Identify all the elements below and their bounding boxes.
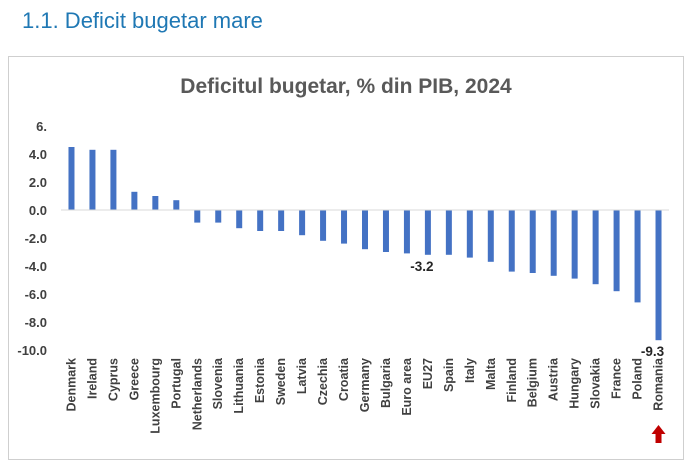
bar bbox=[299, 210, 306, 236]
x-tick-label: Lithuania bbox=[232, 357, 246, 414]
data-annotations: -3.2 -9.3 bbox=[410, 259, 664, 359]
bar bbox=[152, 196, 159, 210]
bar bbox=[131, 191, 138, 210]
bar bbox=[571, 210, 578, 279]
bar bbox=[89, 149, 96, 210]
bar bbox=[508, 210, 515, 272]
bar bbox=[68, 147, 75, 210]
x-tick-label: Croatia bbox=[337, 357, 351, 401]
x-tick-label: Estonia bbox=[253, 357, 267, 403]
x-tick-label: Luxembourg bbox=[148, 358, 162, 434]
data-label: -9.3 bbox=[641, 344, 665, 359]
bar bbox=[424, 210, 431, 255]
x-tick-label: Czechia bbox=[316, 357, 330, 405]
x-tick-label: Slovakia bbox=[589, 357, 603, 409]
y-tick-label: 2.0 bbox=[29, 175, 47, 190]
x-tick-label: Bulgaria bbox=[379, 357, 393, 408]
y-tick-label: -2.0 bbox=[25, 231, 47, 246]
x-tick-label: Spain bbox=[442, 358, 456, 392]
x-tick-label: Sweden bbox=[274, 358, 288, 405]
chart-frame: Deficitul bugetar, % din PIB, 2024 6. 4.0… bbox=[8, 56, 684, 460]
bar bbox=[257, 210, 264, 231]
x-tick-label: Greece bbox=[127, 358, 141, 400]
x-tick-label: Portugal bbox=[169, 358, 183, 409]
x-axis-labels: Denmark Ireland Cyprus Greece Luxembourg Port… bbox=[64, 357, 665, 434]
bar bbox=[613, 210, 620, 292]
up-arrow-icon bbox=[651, 425, 666, 443]
bar bbox=[362, 210, 368, 250]
bar bbox=[382, 210, 389, 252]
bar bbox=[110, 149, 117, 210]
bar bbox=[215, 210, 222, 223]
bar bbox=[592, 210, 599, 285]
bar bbox=[445, 210, 452, 255]
y-tick-label: 6. bbox=[36, 119, 47, 134]
x-tick-label: Germany bbox=[358, 358, 372, 412]
bar bbox=[341, 210, 348, 244]
bar bbox=[236, 210, 243, 229]
y-axis-ticks: 6. 4.0 2.0 0.0 -2.0 -4.0 -6.0 -8.0 -10.0 bbox=[17, 119, 47, 358]
x-tick-label: Denmark bbox=[64, 358, 78, 412]
x-tick-label: Austria bbox=[547, 357, 561, 401]
bar bbox=[194, 210, 201, 223]
bar bbox=[173, 200, 180, 210]
bar bbox=[466, 210, 473, 258]
bar bbox=[550, 210, 557, 276]
x-tick-label: Slovenia bbox=[211, 357, 225, 409]
bar bbox=[634, 210, 641, 303]
bar bbox=[655, 210, 662, 341]
y-tick-label: -4.0 bbox=[25, 259, 47, 274]
x-tick-label: Latvia bbox=[295, 357, 309, 394]
x-tick-label: Malta bbox=[484, 357, 498, 390]
x-tick-label: Cyprus bbox=[106, 358, 120, 401]
bar bbox=[487, 210, 494, 262]
bars bbox=[68, 147, 662, 341]
x-tick-label: Netherlands bbox=[190, 358, 204, 430]
y-tick-label: -8.0 bbox=[25, 315, 47, 330]
deficit-bar-chart: Deficitul bugetar, % din PIB, 2024 6. 4.0… bbox=[17, 75, 669, 443]
x-tick-label: Finland bbox=[505, 358, 519, 402]
data-label: -3.2 bbox=[410, 259, 433, 274]
x-tick-label: Poland bbox=[631, 358, 645, 400]
x-tick-label: Ireland bbox=[85, 358, 99, 399]
y-tick-label: -6.0 bbox=[25, 287, 47, 302]
bar bbox=[529, 210, 536, 273]
y-tick-label: 0.0 bbox=[29, 203, 47, 218]
y-tick-label: 4.0 bbox=[29, 147, 47, 162]
bar bbox=[320, 210, 327, 241]
bar bbox=[278, 210, 285, 231]
x-tick-label: Euro area bbox=[400, 357, 414, 416]
bar bbox=[403, 210, 410, 254]
highlight-marker bbox=[651, 425, 666, 443]
x-tick-label: Romania bbox=[652, 357, 666, 411]
x-tick-label: Hungary bbox=[568, 358, 582, 409]
chart-title: Deficitul bugetar, % din PIB, 2024 bbox=[180, 75, 512, 98]
section-heading: 1.1. Deficit bugetar mare bbox=[22, 8, 263, 33]
x-tick-label: EU27 bbox=[421, 358, 435, 389]
y-tick-label: -10.0 bbox=[17, 343, 47, 358]
x-tick-label: Belgium bbox=[526, 358, 540, 407]
x-tick-label: Italy bbox=[463, 358, 477, 383]
x-tick-label: France bbox=[610, 358, 624, 399]
